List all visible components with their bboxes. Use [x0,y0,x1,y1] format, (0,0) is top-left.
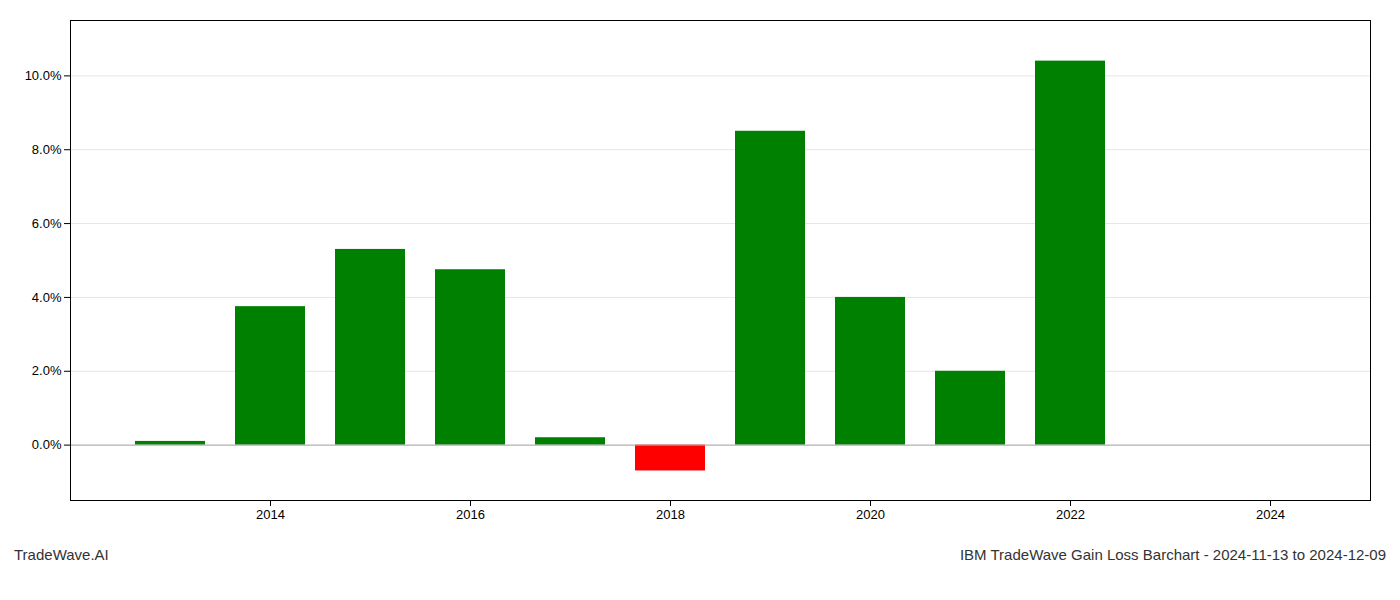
svg-text:4.0%: 4.0% [32,290,62,305]
html-text:TradeWave.AI: TradeWave.AI [14,546,109,563]
svg-text:2022: 2022 [1056,507,1085,522]
svg-text:2016: 2016 [456,507,485,522]
svg-text:2014: 2014 [256,507,285,522]
svg-text:8.0%: 8.0% [32,142,62,157]
html-text:IBM TradeWave Gain Loss Barcha: IBM TradeWave Gain Loss Barchart - 2024-… [959,546,1386,563]
svg-text:2018: 2018 [656,507,685,522]
svg-text:0.0%: 0.0% [32,437,62,452]
svg-text:2.0%: 2.0% [32,363,62,378]
svg-text:2024: 2024 [1256,507,1285,522]
svg-text:6.0%: 6.0% [32,216,62,231]
svg-text:2020: 2020 [856,507,885,522]
svg-text:10.0%: 10.0% [25,68,62,83]
